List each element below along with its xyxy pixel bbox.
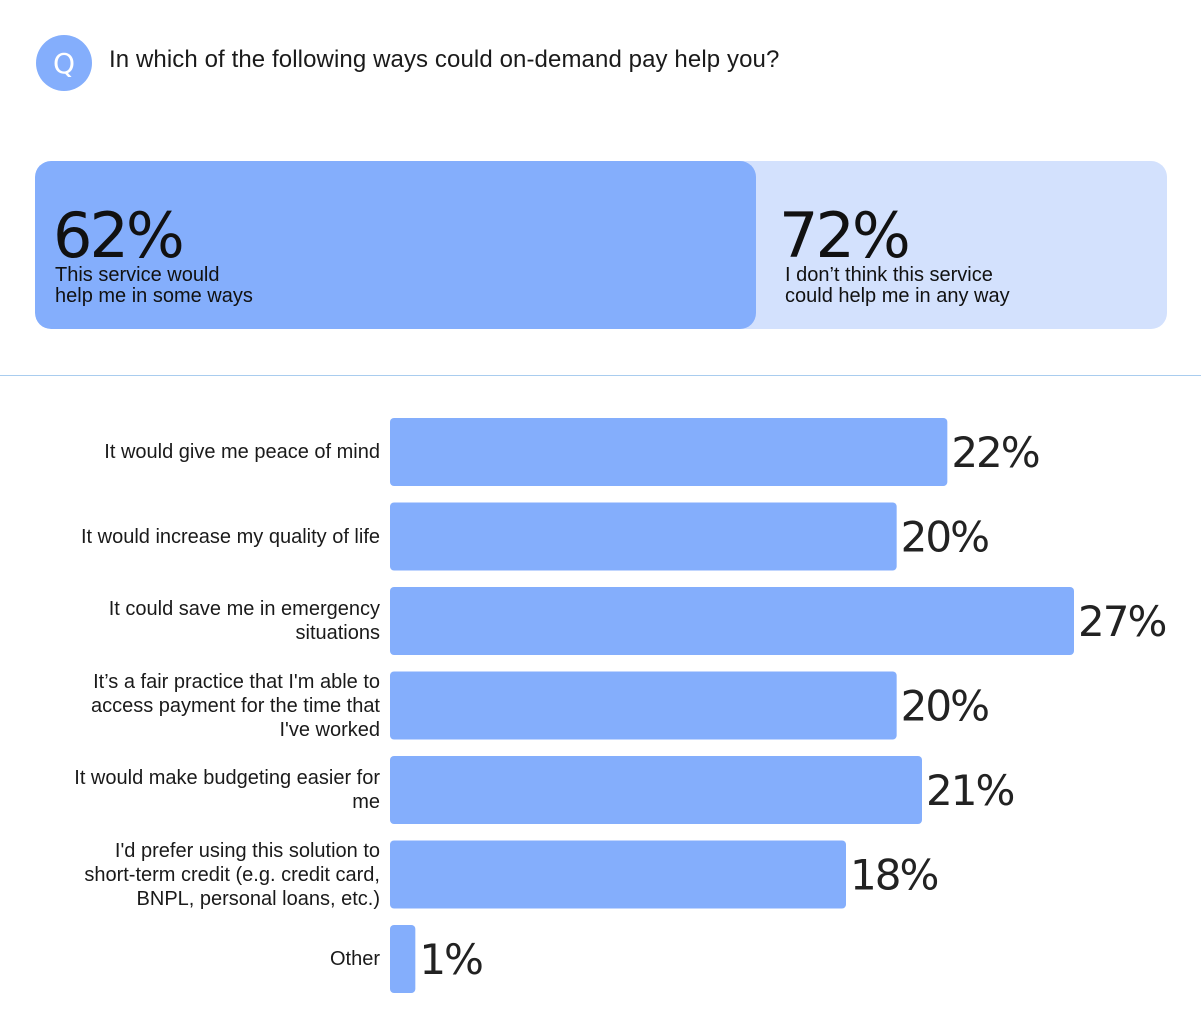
bar-value-label-0: 22% [951, 428, 1038, 477]
summary-right-value: 72% [779, 199, 911, 272]
category-label-4: It would make budgeting easier for me [74, 767, 380, 813]
bar-3 [390, 671, 897, 740]
bar-value-label-2: 27% [1078, 597, 1165, 646]
category-label-3: It’s a fair practice that I'm able to ac… [90, 670, 380, 741]
bar-2 [390, 587, 1074, 655]
category-label-6: Other [329, 948, 380, 970]
bar-5 [390, 840, 846, 909]
summary-left-value: 62% [53, 199, 185, 272]
bar-value-label-1: 20% [901, 513, 988, 562]
bar-value-label-5: 18% [850, 851, 937, 900]
category-label-5: I'd prefer using this solution to short-… [84, 839, 380, 910]
bar-value-label-3: 20% [901, 682, 988, 731]
bar-6 [390, 925, 416, 993]
summary-right-label: I don’t think this service could help me… [785, 264, 1010, 307]
bar-1 [390, 502, 897, 571]
category-label-0: It would give me peace of mind [104, 441, 380, 463]
category-label-2: It could save me in emergency situations [108, 598, 380, 644]
bar-value-label-4: 21% [926, 766, 1013, 815]
summary-left-label: This service would help me in some ways [55, 264, 253, 307]
bar-0 [390, 418, 948, 486]
question-title: In which of the following ways could on-… [109, 46, 780, 73]
bar-4 [390, 756, 922, 824]
bar-chart-svg: 22% 20% 27% 20% 21% 18% 1% [390, 418, 1167, 993]
horizontal-bar-chart: 22% 20% 27% 20% 21% 18% 1% It would give me pe… [0, 400, 1201, 1010]
category-label-1: It would increase my quality of life [80, 525, 380, 548]
question-badge: Q [36, 35, 92, 91]
section-divider [0, 375, 1201, 376]
summary-split-bar: 72% I don’t think this service could hel… [35, 161, 1167, 329]
summary-left-segment: 62% This service would help me in some w… [35, 161, 756, 329]
bar-value-label-6: 1% [419, 935, 482, 984]
